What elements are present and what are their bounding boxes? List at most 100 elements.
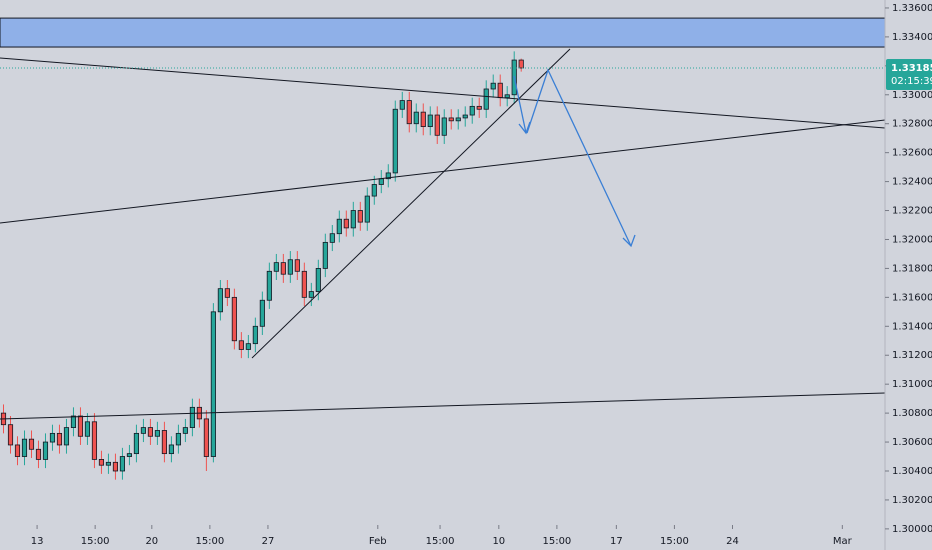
x-tick-label: 20	[145, 536, 158, 547]
x-tick-label: 15:00	[660, 536, 689, 547]
candle-body	[133, 432, 139, 455]
x-tick-label: 15:00	[426, 536, 455, 547]
candle-body	[35, 448, 42, 460]
candle-body	[266, 270, 272, 301]
x-tick-label: 15:00	[542, 536, 571, 547]
candle-body	[469, 105, 475, 116]
zone	[0, 17, 886, 48]
candle-body	[280, 262, 286, 275]
candle-body	[28, 438, 35, 450]
y-tick-label: 1.32600	[892, 148, 932, 159]
candle-body	[378, 178, 384, 185]
candle-body	[497, 82, 503, 99]
y-tick-label: 1.33400	[892, 32, 932, 43]
y-tick-label: 1.31200	[892, 350, 932, 361]
candle-body	[294, 259, 300, 272]
y-tick-label: 1.31600	[892, 292, 932, 303]
arrow	[513, 75, 527, 134]
candle-body	[448, 117, 454, 122]
candle-body	[70, 415, 77, 428]
candle-body	[168, 444, 174, 455]
y-tick-label: 1.32800	[892, 119, 932, 130]
candle-body	[490, 82, 496, 90]
candle-body	[364, 195, 370, 223]
candle-body	[105, 461, 112, 466]
y-tick-label: 1.30400	[892, 466, 932, 477]
candle-body	[476, 105, 482, 110]
arrowhead	[518, 121, 531, 135]
candle-body	[224, 288, 230, 298]
y-tick-label: 1.31000	[892, 379, 932, 390]
x-tick-label: 13	[31, 536, 44, 547]
x-tick-label: 17	[610, 536, 623, 547]
y-tick-label: 1.30200	[892, 495, 932, 506]
candle-body	[259, 299, 265, 327]
candle-body	[399, 100, 405, 110]
candle-body	[392, 108, 398, 174]
candle-body	[357, 210, 363, 223]
y-tick-label: 1.33000	[892, 90, 932, 101]
candle-body	[112, 461, 119, 472]
candle-body	[210, 311, 216, 457]
candle-body	[182, 427, 188, 434]
candle-body	[21, 438, 28, 457]
x-tick-label: Feb	[369, 536, 387, 547]
y-tick-label: 1.31400	[892, 321, 932, 332]
candle-body	[49, 432, 56, 443]
candle-body	[252, 325, 258, 345]
y-tick-label: 1.32200	[892, 206, 932, 217]
candle-body	[217, 288, 223, 313]
candle-body	[175, 432, 181, 446]
candle-body	[98, 459, 105, 466]
y-tick-label: 1.30800	[892, 408, 932, 419]
candle-body	[63, 427, 70, 446]
candle-body	[315, 268, 321, 292]
candle-body	[308, 291, 314, 298]
trend-line	[0, 57, 886, 129]
arrowhead	[622, 234, 636, 248]
candle-body	[147, 427, 153, 437]
candle-body	[140, 427, 146, 434]
candle-body	[203, 418, 209, 457]
y-tick-label: 1.30600	[892, 437, 932, 448]
candle-body	[343, 218, 349, 229]
drawings	[0, 48, 886, 420]
candle-body	[238, 340, 244, 350]
y-tick-label: 1.32400	[892, 177, 932, 188]
candle-body	[455, 117, 461, 122]
candle-body	[7, 424, 14, 446]
countdown-label: 02:15:39	[891, 76, 932, 87]
candle-body	[462, 114, 468, 119]
y-tick-label: 1.33600	[892, 3, 932, 14]
candle-body	[350, 210, 356, 229]
arrow	[526, 68, 632, 247]
candle-body	[406, 100, 412, 125]
candle-body	[336, 218, 342, 235]
x-tick-label: 15:00	[195, 536, 224, 547]
x-tick-label: 10	[492, 536, 505, 547]
x-tick-label: 27	[262, 536, 275, 547]
candle-body	[434, 114, 440, 136]
y-tick-label: 1.32000	[892, 234, 932, 245]
candle-body	[441, 117, 447, 136]
candle-body	[14, 444, 21, 457]
candle-body	[91, 421, 98, 460]
candle-body	[126, 453, 132, 457]
trend-line	[251, 48, 571, 359]
candle-body	[301, 270, 307, 298]
candle-body	[56, 432, 63, 446]
candle-body	[273, 262, 279, 272]
candle-body	[413, 111, 419, 125]
candle-body	[231, 296, 237, 342]
y-tick-label: 1.31800	[892, 263, 932, 274]
candle-body	[329, 233, 335, 243]
trend-line	[0, 119, 886, 224]
candle-body	[161, 430, 167, 455]
candle-body	[420, 111, 426, 128]
candle-body	[154, 430, 160, 437]
candle-body	[245, 343, 251, 350]
candle-body	[42, 441, 49, 460]
x-tick-label: Mar	[833, 536, 853, 547]
